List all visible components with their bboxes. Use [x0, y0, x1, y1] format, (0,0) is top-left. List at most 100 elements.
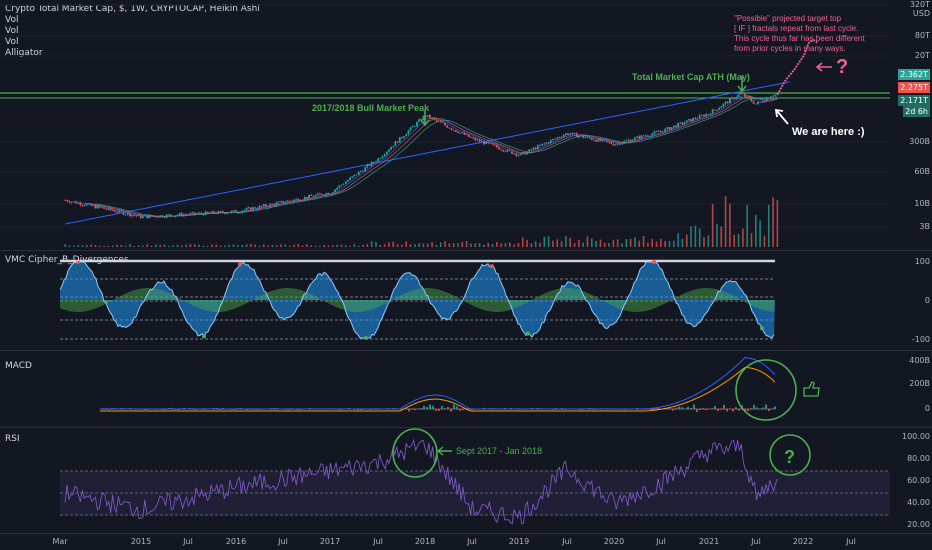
price-candle: [735, 97, 738, 99]
price-candle: [368, 164, 371, 166]
vmc-dot: [364, 336, 368, 340]
volume-bar: [698, 228, 701, 247]
volume-bar: [116, 244, 118, 247]
time-tick-2017: 2017: [319, 537, 341, 546]
price-candle: [467, 134, 470, 137]
macd-histogram-bar: [753, 404, 755, 410]
volume-bar: [422, 243, 425, 247]
price-candle: [101, 207, 103, 209]
volume-bar: [150, 245, 153, 247]
volume-bar: [237, 244, 239, 247]
time-axis[interactable]: Mar 2015 Jul 2016 Jul 2017 Jul 2018 Jul …: [0, 534, 932, 550]
macd-histogram-bar: [726, 409, 728, 412]
volume-bar: [211, 244, 213, 247]
volume-bar: [478, 242, 481, 247]
time-tick-jul-2020: Jul: [656, 537, 666, 546]
price-candle: [85, 204, 88, 206]
price-candle: [513, 153, 516, 155]
volume-bar: [513, 244, 515, 247]
volume-bar: [142, 245, 144, 247]
pane-separator-1[interactable]: [0, 250, 932, 251]
macd-histogram-bar: [732, 409, 734, 412]
price-candle: [327, 193, 330, 195]
price-candle: [170, 214, 172, 216]
volume-bar: [526, 240, 528, 247]
macd-histogram-bar: [672, 409, 674, 411]
volume-bar: [638, 240, 641, 247]
volume-bar: [560, 241, 563, 247]
price-candle: [243, 209, 246, 211]
indicator-vol-1[interactable]: Vol: [5, 15, 19, 25]
price-candle: [400, 137, 403, 138]
price-candle: [293, 199, 295, 201]
pane-separator-3[interactable]: [0, 427, 932, 428]
volume-bar: [137, 245, 140, 247]
volume-bar: [418, 243, 420, 247]
price-candle: [418, 119, 421, 123]
price-candle: [582, 135, 585, 138]
volume-bar: [405, 241, 408, 247]
volume-bar: [530, 243, 533, 247]
volume-bar: [362, 244, 364, 247]
indicator-vol-2[interactable]: Vol: [5, 26, 19, 36]
price-candle: [754, 103, 757, 105]
rsi-pane-title[interactable]: RSI: [5, 434, 20, 444]
price-candle: [349, 177, 351, 181]
volume-bar: [271, 244, 274, 247]
price-candle: [131, 215, 134, 217]
volume-bar: [202, 245, 205, 247]
price-candle: [491, 143, 494, 145]
price-candle: [403, 136, 405, 138]
price-candle: [552, 139, 554, 140]
price-candle: [450, 128, 453, 130]
pane-separator-2[interactable]: [0, 350, 932, 351]
macd-histogram-bar: [765, 404, 767, 410]
price-candle: [698, 115, 701, 119]
macd-pane-title[interactable]: MACD: [5, 361, 32, 371]
volume-bar: [552, 240, 554, 247]
price-candle: [211, 211, 213, 213]
alligator-line-2: [84, 96, 778, 217]
volume-bar: [470, 243, 472, 247]
indicator-vol-3[interactable]: Vol: [5, 37, 19, 47]
price-candle: [679, 122, 682, 124]
price-candle: [303, 196, 306, 200]
volume-bar: [375, 242, 377, 247]
macd-histogram-bar: [441, 405, 443, 410]
price-candle: [763, 101, 766, 103]
volume-bar: [379, 244, 382, 247]
volume-bar: [612, 239, 615, 247]
volume-bar: [94, 244, 97, 247]
ath-arrow: [737, 76, 747, 93]
price-candle: [444, 123, 446, 126]
time-tick-2015: 2015: [130, 537, 152, 546]
price-candle: [377, 158, 380, 162]
indicator-alligator[interactable]: Alligator: [5, 48, 43, 58]
price-candle: [66, 200, 69, 202]
price-candle: [163, 217, 166, 218]
price-candle: [234, 210, 237, 213]
price-candle: [741, 92, 744, 94]
volume-bar: [465, 241, 468, 247]
price-candle: [614, 144, 617, 146]
price-candle: [556, 137, 559, 139]
macd-histogram-bar: [414, 409, 416, 411]
volume-bar: [616, 239, 619, 247]
price-candle: [366, 164, 369, 168]
price-candle: [726, 101, 729, 104]
volume-bar: [172, 245, 174, 247]
price-candle: [409, 127, 412, 131]
price-candle: [569, 133, 572, 135]
price-candle: [459, 132, 462, 134]
vmc-dot: [526, 331, 530, 336]
macd-histogram-bar: [435, 409, 437, 411]
vmc-pane-title[interactable]: VMC Cipher_B_Divergences: [5, 255, 129, 265]
price-pill-close: 2.362T: [898, 69, 930, 80]
macd-histogram-bar: [720, 409, 722, 410]
volume-bar: [448, 243, 451, 247]
price-candle: [683, 122, 686, 125]
volume-bar: [258, 245, 261, 247]
price-candle: [206, 211, 209, 213]
price-candle: [297, 198, 300, 201]
